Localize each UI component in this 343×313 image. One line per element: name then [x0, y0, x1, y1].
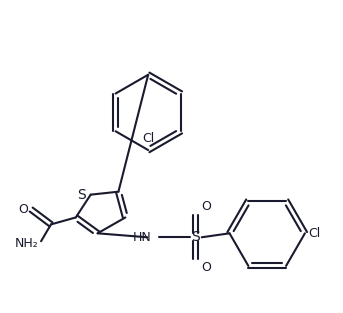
- Text: O: O: [201, 261, 211, 274]
- Text: NH₂: NH₂: [14, 237, 38, 250]
- Text: S: S: [77, 188, 86, 202]
- Text: S: S: [191, 230, 200, 244]
- Text: HN: HN: [132, 231, 151, 244]
- Text: O: O: [18, 203, 28, 216]
- Text: O: O: [201, 201, 211, 213]
- Text: Cl: Cl: [308, 227, 320, 240]
- Text: Cl: Cl: [142, 132, 154, 145]
